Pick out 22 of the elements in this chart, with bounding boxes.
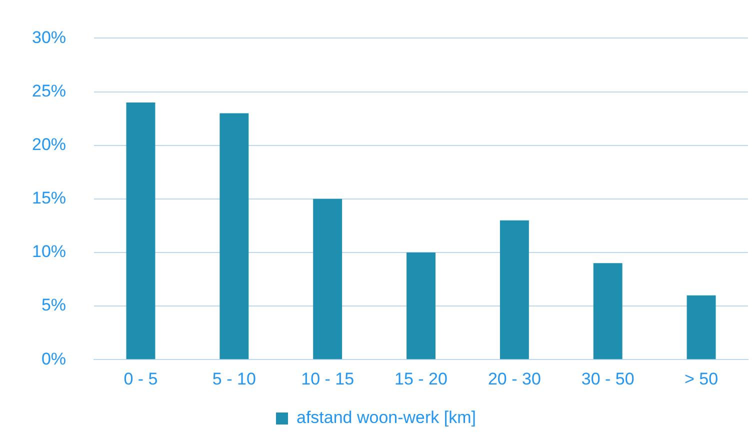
y-tick-label: 30% xyxy=(32,28,66,47)
y-tick-label: 20% xyxy=(32,135,66,154)
bar xyxy=(593,263,622,360)
bar xyxy=(220,113,249,360)
y-tick-label: 15% xyxy=(32,188,66,208)
x-tick-label: 5 - 10 xyxy=(212,369,256,388)
bar xyxy=(313,198,342,360)
y-tick-label: 0% xyxy=(41,349,66,368)
x-tick-label: 0 - 5 xyxy=(124,369,158,388)
x-tick-label: 20 - 30 xyxy=(488,369,541,388)
bar xyxy=(126,102,156,360)
bar xyxy=(686,295,716,360)
y-tick-label: 10% xyxy=(32,242,66,262)
legend-label: afstand woon-werk [km] xyxy=(296,408,476,428)
x-tick-label: 15 - 20 xyxy=(394,369,448,388)
bar xyxy=(500,220,529,360)
y-tick-label: 25% xyxy=(32,81,66,100)
bar xyxy=(406,252,436,360)
x-tick-label: 30 - 50 xyxy=(581,369,634,388)
x-tick-label: > 50 xyxy=(684,369,718,388)
x-tick-label: 10 - 15 xyxy=(301,369,354,388)
y-tick-label: 5% xyxy=(41,296,66,315)
